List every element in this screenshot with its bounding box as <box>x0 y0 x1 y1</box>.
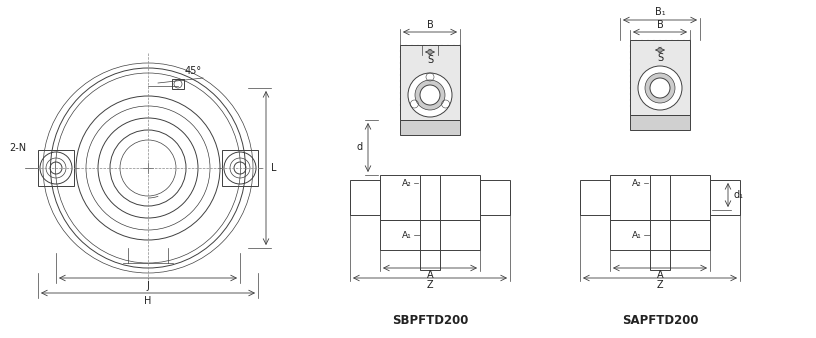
Text: L: L <box>271 163 277 173</box>
Text: A₂: A₂ <box>402 178 412 188</box>
Text: A₁: A₁ <box>632 231 642 240</box>
Bar <box>610 175 710 220</box>
Text: d₁: d₁ <box>733 190 743 200</box>
Bar <box>400 120 460 135</box>
Bar <box>350 180 380 215</box>
Circle shape <box>408 73 452 117</box>
Text: S: S <box>657 53 663 63</box>
Bar <box>630 40 690 115</box>
Bar <box>580 180 610 215</box>
Text: A: A <box>657 270 663 280</box>
Text: A₁: A₁ <box>402 231 412 240</box>
Text: B₁: B₁ <box>654 7 665 17</box>
Bar <box>420 175 440 270</box>
Text: A: A <box>427 270 433 280</box>
Text: d: d <box>357 143 363 152</box>
Text: B: B <box>427 20 433 30</box>
Text: H: H <box>144 296 152 306</box>
Text: B: B <box>657 20 663 30</box>
Circle shape <box>638 66 682 110</box>
Bar <box>400 45 460 120</box>
Bar <box>38 150 74 186</box>
Bar <box>380 175 480 220</box>
Circle shape <box>415 80 445 110</box>
Bar <box>222 150 258 186</box>
Text: SBPFTD200: SBPFTD200 <box>392 314 468 327</box>
Text: Z: Z <box>657 280 663 290</box>
Circle shape <box>650 78 670 98</box>
Circle shape <box>420 85 440 105</box>
Bar <box>610 220 710 250</box>
Bar <box>710 180 740 215</box>
Text: Z: Z <box>427 280 433 290</box>
Text: 2-N: 2-N <box>10 143 27 153</box>
Circle shape <box>645 73 675 103</box>
Text: S: S <box>427 55 433 65</box>
Bar <box>480 180 510 215</box>
Text: J: J <box>147 281 149 291</box>
Text: 45°: 45° <box>184 66 202 76</box>
Bar <box>630 115 690 130</box>
Text: A₂: A₂ <box>632 178 642 188</box>
Bar <box>380 220 480 250</box>
Bar <box>650 175 670 270</box>
Bar <box>172 79 184 89</box>
Text: SAPFTD200: SAPFTD200 <box>622 314 698 327</box>
